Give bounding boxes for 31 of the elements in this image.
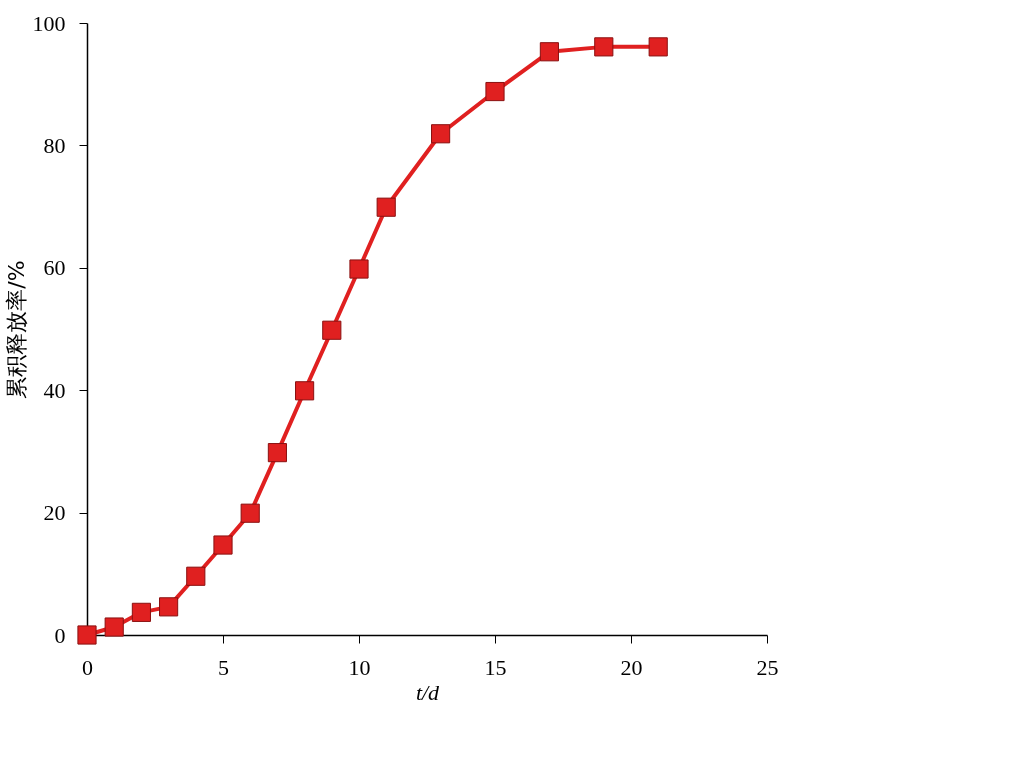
x-tick-label: 0 <box>82 654 93 680</box>
y-axis-title: 累积释放率/% <box>3 260 29 399</box>
y-tick-label: 60 <box>43 255 66 281</box>
x-tick-label: 15 <box>484 654 507 680</box>
point <box>104 617 124 637</box>
point <box>594 37 614 57</box>
point <box>349 259 369 279</box>
x-tick-label: 20 <box>620 654 643 680</box>
point <box>267 443 287 463</box>
point <box>648 37 668 57</box>
y-tick-label: 100 <box>32 10 66 36</box>
point <box>322 320 342 340</box>
point <box>431 124 451 144</box>
point <box>295 381 315 401</box>
point <box>77 625 97 645</box>
y-tick-label: 0 <box>54 622 66 648</box>
point <box>376 197 396 217</box>
x-tick-label: 25 <box>756 654 779 680</box>
y-tick-label: 80 <box>43 132 66 158</box>
x-tick-label: 5 <box>218 654 229 680</box>
point <box>186 566 206 586</box>
point <box>131 602 151 622</box>
y-tick-label: 40 <box>43 377 66 403</box>
point <box>213 535 233 555</box>
point <box>159 597 179 617</box>
point <box>539 42 559 62</box>
y-tick-label: 20 <box>43 500 66 526</box>
x-axis-title: t/d <box>415 679 441 705</box>
x-tick-label: 10 <box>348 654 371 680</box>
point <box>240 503 260 523</box>
point <box>485 81 505 102</box>
